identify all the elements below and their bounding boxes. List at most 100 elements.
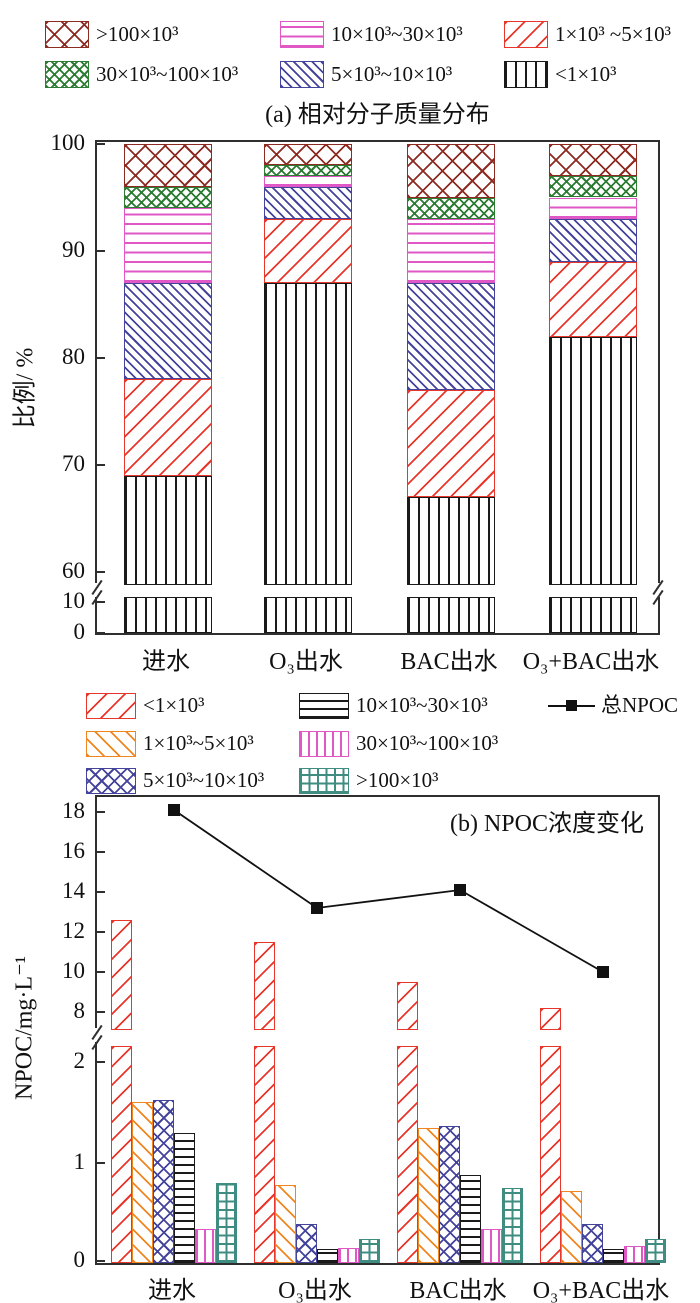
y-tick-label: 0: [73, 619, 86, 644]
npoc-marker: [311, 902, 323, 914]
y-tick-mark: [97, 1162, 105, 1164]
y-tick-mark: [97, 1260, 105, 1262]
legend-label: 1×10³~5×10³: [143, 731, 254, 755]
bar-segment: [264, 218, 352, 284]
bar-segment: [582, 1223, 603, 1263]
bar-segment: [264, 176, 352, 187]
bar-segment: [502, 1188, 523, 1263]
y-tick-mark: [97, 571, 105, 573]
legend-label: >100×10³: [356, 768, 439, 792]
bar-segment: [645, 1238, 666, 1263]
category-label: 进水: [142, 649, 190, 675]
bar-segment: [124, 208, 212, 284]
category-label: O₃出水: [278, 1278, 352, 1303]
bar-segment: [153, 1100, 174, 1263]
axis-break-cover: [95, 1028, 99, 1042]
bar-segment: [549, 144, 637, 177]
bar-segment: [264, 283, 352, 585]
y-tick-label: 10: [62, 588, 85, 613]
bar-segment: [407, 390, 495, 498]
bar-segment: [460, 1175, 481, 1263]
bar-segment: [216, 1183, 237, 1263]
y-tick-label: 70: [62, 451, 85, 476]
y-tick-label: 8: [73, 998, 86, 1023]
npoc-line: [173, 809, 604, 973]
chart-a-plot-area: 60 70 80 90 100 0 10: [51, 130, 664, 644]
legend-swatch: [299, 693, 349, 719]
bar-segment: [275, 1185, 296, 1263]
legend-label: 30×10³~100×10³: [356, 731, 499, 755]
y-tick-mark: [97, 1011, 105, 1013]
bar-segment: [296, 1223, 317, 1263]
bar-segment: [359, 1238, 380, 1263]
bar-segment: [124, 379, 212, 476]
axis-break-cover: [656, 583, 660, 597]
legend-swatch: [45, 61, 89, 88]
bar-segment: [111, 920, 132, 1030]
y-tick-label: 80: [62, 344, 85, 369]
bar-segment: [407, 597, 495, 633]
bar-segment: [624, 1245, 645, 1263]
bar-segment: [481, 1228, 502, 1263]
y-tick-mark: [97, 811, 105, 813]
bar-segment: [407, 218, 495, 284]
bar-segment: [111, 1046, 132, 1263]
y-tick-label: 12: [62, 918, 85, 943]
category-label: 进水: [148, 1278, 196, 1303]
bar-segment: [124, 597, 212, 633]
y-tick-mark: [97, 931, 105, 933]
bar-segment: [407, 197, 495, 219]
chart-a-y-axis-label: 比例/ %: [12, 347, 39, 429]
bar-segment: [439, 1125, 460, 1263]
category-label: BAC出水: [400, 649, 498, 675]
legend-swatch: [86, 731, 136, 757]
bar-segment: [603, 1248, 624, 1263]
bar-segment: [264, 186, 352, 219]
bar-segment: [549, 261, 637, 337]
y-tick-mark: [97, 851, 105, 853]
bar-segment: [549, 597, 637, 633]
bar-segment: [397, 1046, 418, 1263]
y-tick-mark: [97, 601, 105, 603]
category-label: BAC出水: [409, 1278, 507, 1303]
bar-segment: [174, 1132, 195, 1263]
y-tick-label: 1: [73, 1149, 86, 1174]
bar-segment: [124, 475, 212, 585]
y-tick-mark: [97, 1061, 105, 1063]
chart-b-plot-area: (b) NPOC浓度变化 8 10 12 14 16 18 0 1 2: [62, 795, 666, 1272]
bar-segment: [124, 186, 212, 209]
y-tick-label: 2: [73, 1048, 86, 1073]
bar-segment: [549, 336, 637, 585]
bar-segment: [397, 982, 418, 1030]
legend-label: 10×10³~30×10³: [331, 22, 463, 46]
chart-b-title: (b) NPOC浓度变化: [449, 811, 644, 837]
chart-a-title: (a) 相对分子质量分布: [265, 102, 490, 128]
y-tick-mark: [97, 143, 105, 145]
legend-swatch: [45, 21, 89, 48]
bar-segment: [195, 1228, 216, 1263]
bar-segment: [132, 1102, 153, 1263]
bar-segment: [418, 1127, 439, 1263]
y-tick-mark: [97, 250, 105, 252]
category-label: O₃+BAC出水: [522, 649, 660, 675]
legend-label: 1×10³ ~5×10³: [555, 22, 671, 46]
y-tick-label: 60: [62, 558, 85, 583]
y-tick-label: 16: [62, 838, 85, 863]
y-tick-mark: [97, 357, 105, 359]
chart-b-y-axis-label: NPOC/mg·L⁻¹: [11, 956, 38, 1100]
bar-segment: [407, 283, 495, 391]
legend-swatch: [86, 768, 136, 794]
legend-label: <1×10³: [143, 693, 205, 717]
y-tick-mark: [97, 632, 105, 634]
legend-swatch: [504, 61, 548, 88]
npoc-line-chart: [168, 804, 609, 978]
bar-segment: [124, 144, 212, 187]
npoc-marker: [597, 966, 609, 978]
bar-segment: [317, 1248, 338, 1263]
y-tick-label: 14: [62, 878, 85, 903]
y-tick-label: 100: [50, 130, 86, 155]
y-tick-mark: [97, 464, 105, 466]
bar-segment: [254, 1046, 275, 1263]
bar-segment: [561, 1191, 582, 1263]
